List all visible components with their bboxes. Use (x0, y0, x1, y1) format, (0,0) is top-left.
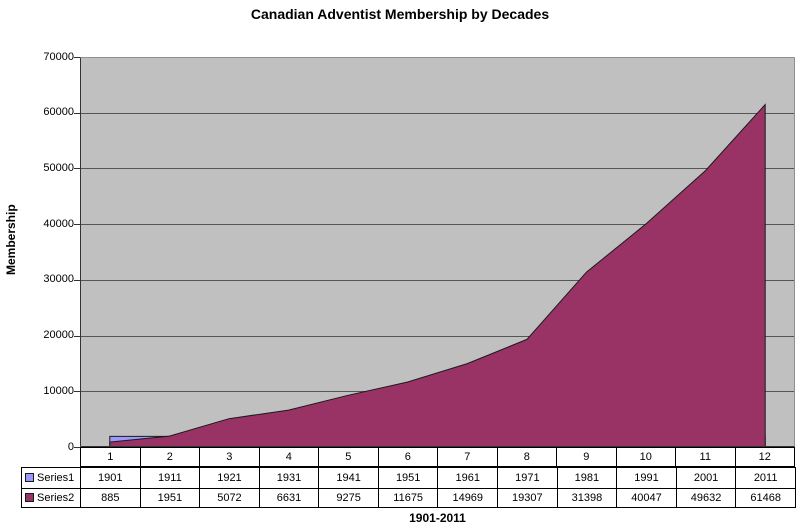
category-label: 10 (615, 448, 676, 466)
category-label: 6 (377, 448, 438, 466)
category-axis-row: 1 2 3 4 5 6 7 8 9 10 11 12 (80, 447, 795, 467)
category-label: 2 (139, 448, 200, 466)
value-cell: 1941 (318, 468, 378, 488)
data-table-row-series1: Series1 1901 1911 1921 1931 1941 1951 1961 1971 1… (22, 468, 795, 488)
value-cell: 1931 (258, 468, 319, 488)
x-axis-title: 1901-2011 (409, 511, 466, 525)
y-tick-label: 10000 (43, 384, 74, 397)
category-label: 11 (675, 448, 735, 466)
value-cell: 885 (80, 488, 140, 507)
legend-item-series1: Series1 (22, 468, 80, 488)
value-cell: 9275 (318, 488, 378, 507)
value-cell: 14969 (437, 488, 497, 507)
category-label: 9 (556, 448, 616, 466)
value-cell: 1921 (199, 468, 259, 488)
y-tick-label: 60000 (43, 106, 74, 119)
value-cell: 2011 (735, 468, 795, 488)
value-cell: 11675 (377, 488, 438, 507)
value-cell: 1961 (437, 468, 497, 488)
plot-area (80, 57, 795, 447)
value-cell: 1991 (616, 468, 676, 488)
value-cell: 1951 (377, 468, 438, 488)
series2-area (109, 103, 766, 447)
data-table-row-series2: Series2 885 1951 5072 6631 9275 11675 14969 1930… (22, 487, 795, 508)
y-tick-label: 50000 (43, 161, 74, 174)
value-cell: 61468 (735, 488, 795, 507)
value-cell: 6631 (258, 488, 319, 507)
series1-swatch-icon (25, 473, 34, 483)
category-label: 5 (318, 448, 378, 466)
value-cell: 1971 (497, 468, 557, 488)
y-tick-label: 20000 (43, 329, 74, 342)
value-cell: 1981 (556, 468, 617, 488)
category-label: 4 (258, 448, 319, 466)
category-label: 12 (734, 448, 795, 466)
legend-item-series2: Series2 (22, 489, 80, 508)
chart-title: Canadian Adventist Membership by Decades (250, 6, 550, 22)
series-name-label: Series2 (37, 491, 75, 504)
category-label: 8 (496, 448, 557, 466)
value-cell: 1901 (80, 468, 140, 488)
category-label: 7 (437, 448, 497, 466)
y-tick-label: 70000 (43, 50, 74, 63)
value-cell: 49632 (675, 488, 736, 507)
series-name-label: Series1 (37, 471, 75, 484)
value-cell: 40047 (616, 488, 676, 507)
value-cell: 1951 (139, 488, 200, 507)
value-cell: 1911 (139, 468, 200, 488)
category-label: 3 (199, 448, 259, 466)
category-label: 1 (107, 451, 114, 463)
y-tick-label: 40000 (43, 217, 74, 230)
area-chart-canvas (80, 57, 795, 447)
value-cell: 5072 (199, 488, 259, 507)
y-tick-label: 30000 (43, 273, 74, 286)
value-cell: 19307 (497, 488, 557, 507)
value-cell: 2001 (675, 468, 736, 488)
y-axis-title: Membership (4, 204, 18, 276)
y-tick-label: 0 (67, 440, 74, 453)
value-cell: 31398 (556, 488, 617, 507)
series2-swatch-icon (25, 493, 34, 503)
data-table: Series1 1901 1911 1921 1931 1941 1951 1961 1971 1… (21, 467, 796, 508)
